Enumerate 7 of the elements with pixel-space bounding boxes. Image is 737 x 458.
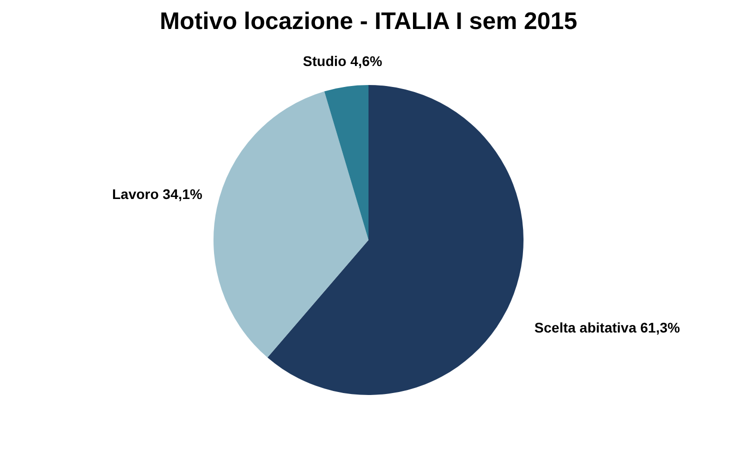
- slice-label: Scelta abitativa 61,3%: [534, 319, 680, 336]
- chart-title: Motivo locazione - ITALIA I sem 2015: [160, 8, 578, 35]
- pie-slice: [324, 85, 368, 240]
- slice-label: Studio 4,6%: [302, 52, 383, 69]
- pie-slice: [214, 91, 368, 358]
- slice-label: Lavoro 34,1%: [112, 186, 203, 202]
- pie-slice: [267, 85, 524, 395]
